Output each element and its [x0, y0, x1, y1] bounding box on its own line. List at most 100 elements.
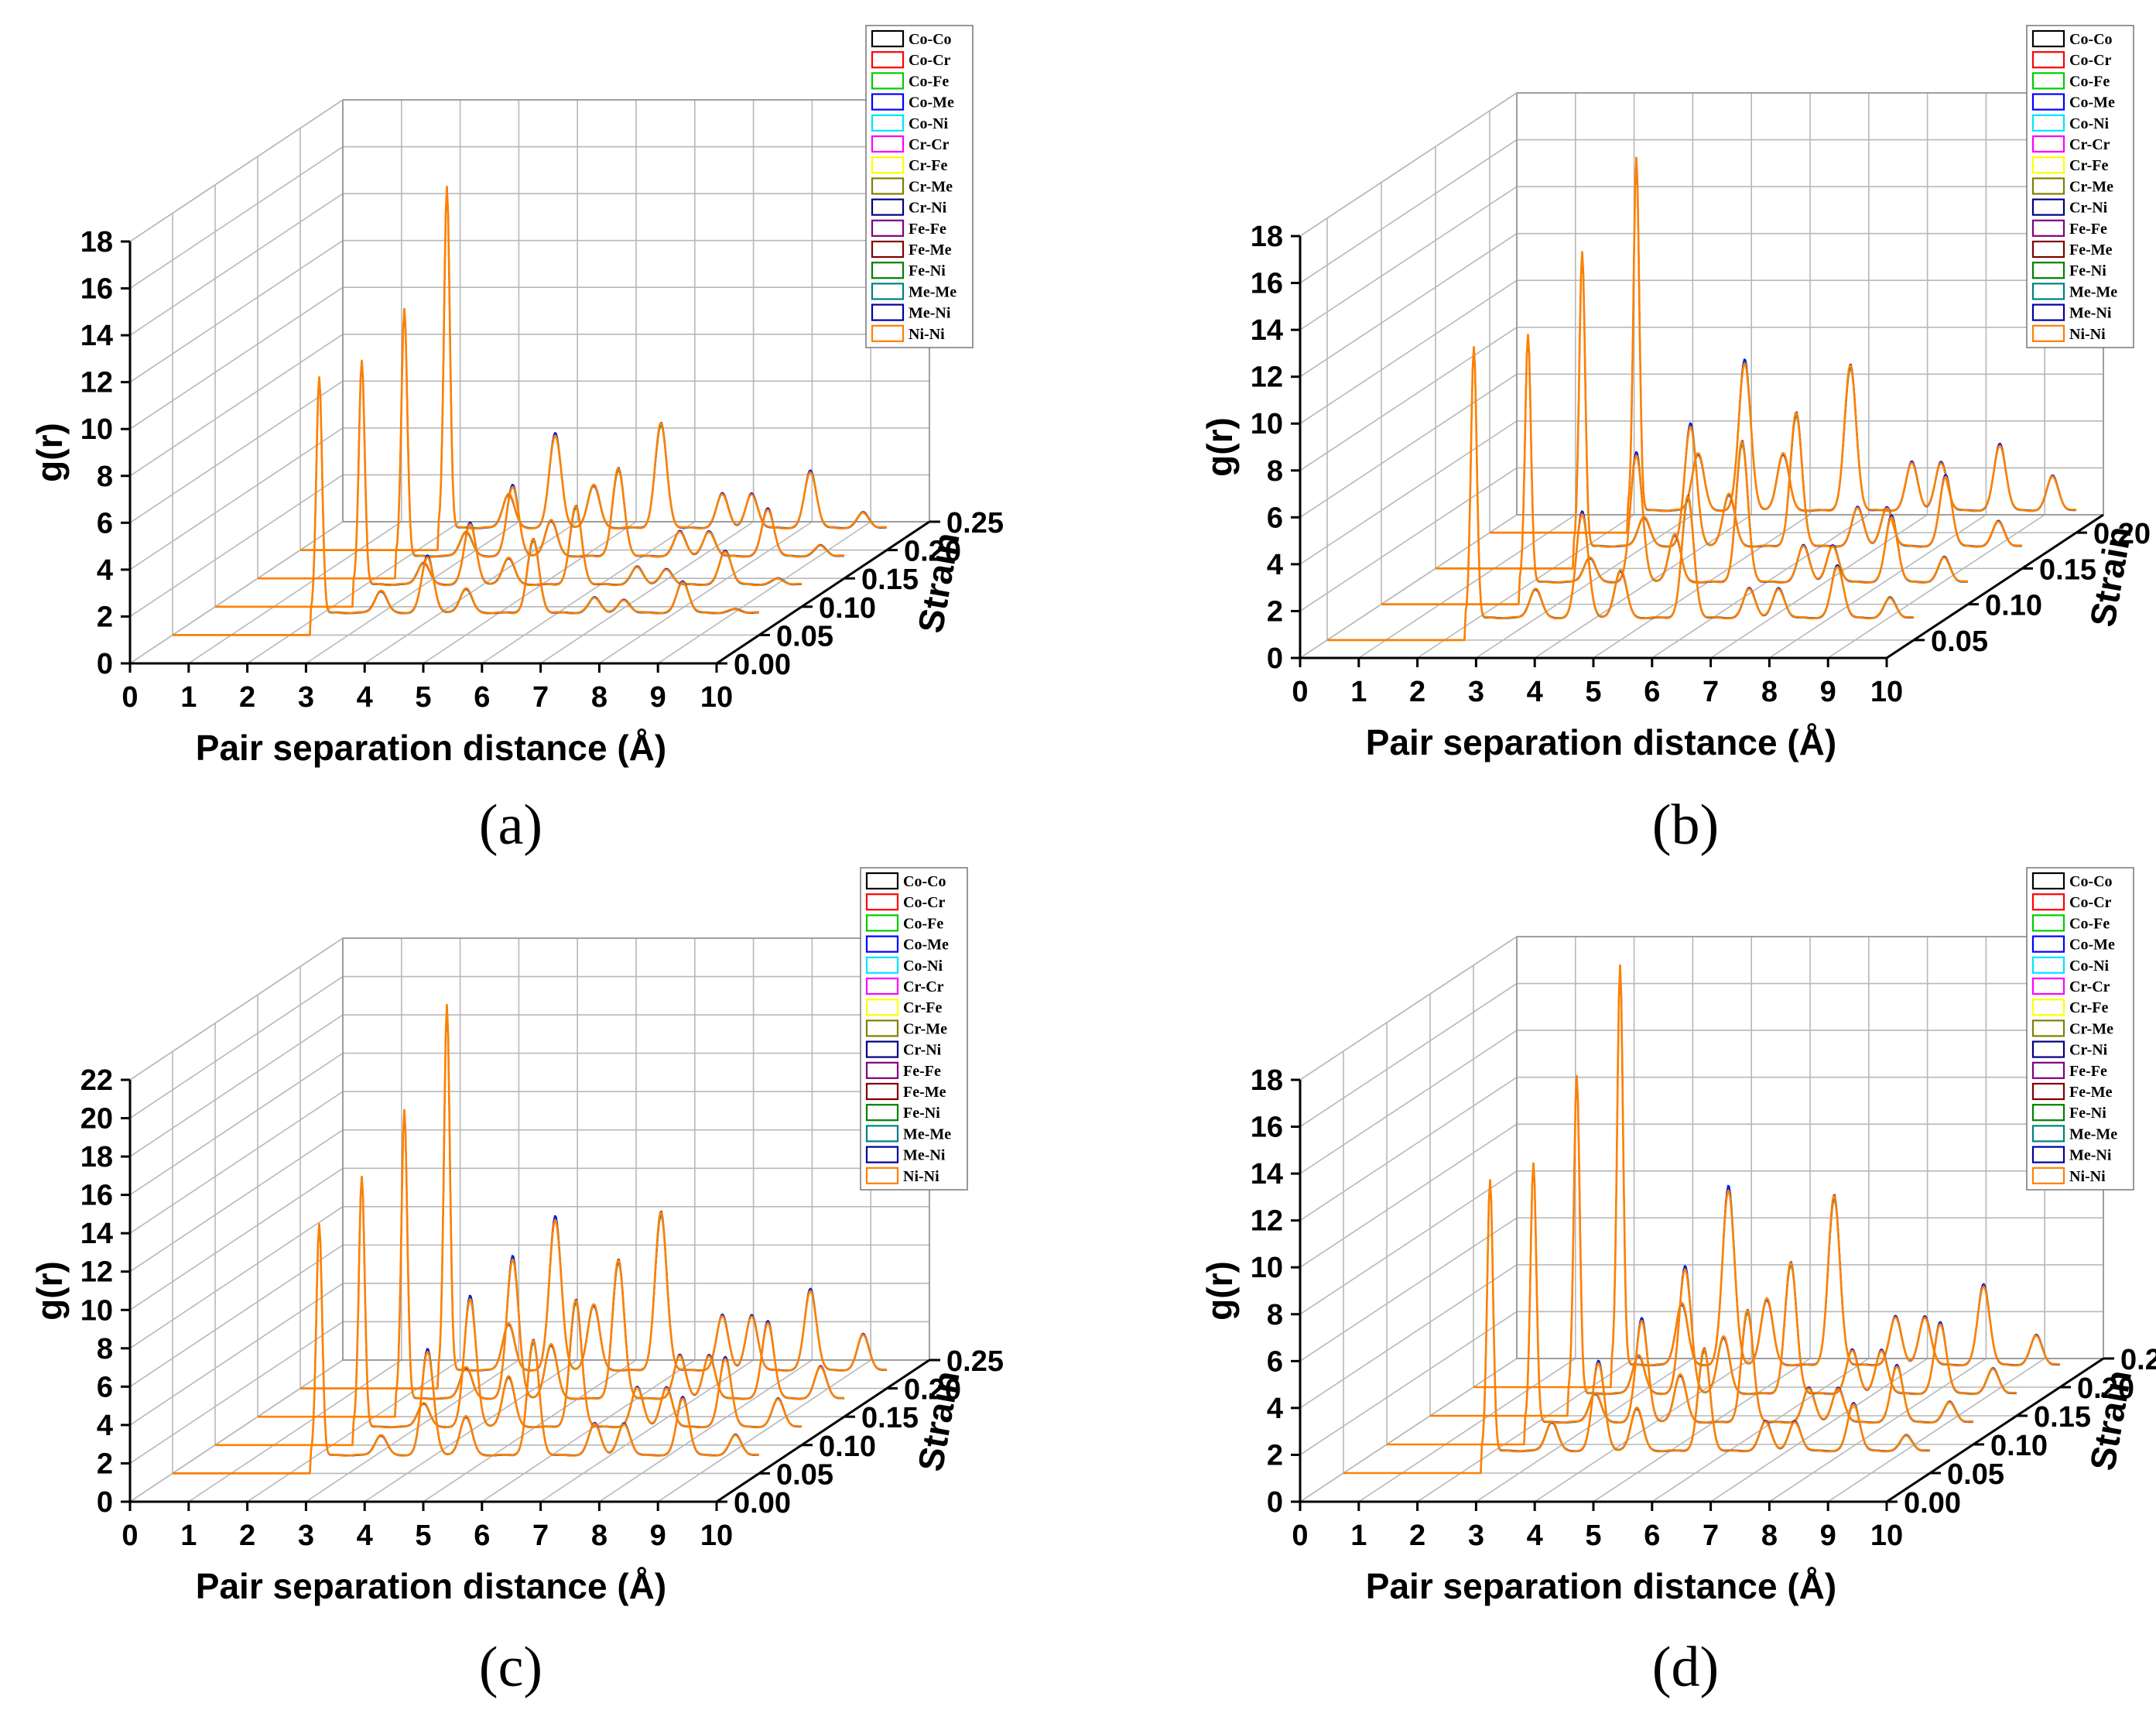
legend-label-cr-fe: Cr-Fe	[2069, 999, 2108, 1016]
side-wall-grid	[129, 240, 344, 383]
floor-grid-x	[1417, 1358, 1635, 1502]
legend-label-fe-fe: Fe-Fe	[2069, 221, 2107, 238]
legend-label-fe-me: Fe-Me	[2069, 1084, 2113, 1101]
side-wall-grid	[1299, 1311, 1518, 1456]
series-line-strain-0.20	[300, 186, 887, 551]
floor-grid-x	[1593, 514, 1811, 659]
side-wall-grid	[1299, 1076, 1518, 1221]
z-tick-label: 0.15	[2034, 1401, 2091, 1434]
z-tick-label: 0.05	[1931, 625, 1988, 658]
panel-label: (a)	[479, 793, 542, 857]
side-wall-grid	[1299, 373, 1518, 519]
series-line-strain-0.20	[300, 1004, 888, 1389]
y-tick-label: 12	[80, 1256, 113, 1289]
legend-swatch-co-co	[2031, 872, 2065, 890]
series-line-strain-0.20	[1473, 964, 2061, 1389]
y-tick-label: 20	[80, 1103, 113, 1136]
z-tick-label: 0.15	[861, 1402, 919, 1434]
legend-swatch-co-ni	[2031, 956, 2065, 974]
legend-label-fe-fe: Fe-Fe	[909, 221, 946, 238]
legend-swatch-cr-me	[865, 1019, 899, 1037]
legend-swatch-fe-ni	[871, 262, 905, 279]
curves	[173, 186, 888, 636]
x-tick-label: 6	[474, 681, 490, 714]
floor-grid-x	[1417, 514, 1635, 659]
x-tick-label: 1	[1350, 1520, 1367, 1552]
side-wall-grid	[129, 975, 344, 1119]
series-line-strain-0.05	[1327, 346, 1915, 641]
floor-grid-x	[423, 521, 637, 664]
legend: Co-Co Co-Cr Co-Fe Co-Me Co-Ni Cr-Cr Cr-Fe Cr-Me…	[860, 867, 968, 1191]
legend-label-cr-ni: Cr-Ni	[2069, 1042, 2108, 1059]
legend-label-fe-fe: Fe-Fe	[2069, 1063, 2107, 1080]
legend-label-co-me: Co-Me	[903, 937, 949, 954]
z-axis-title: Strain	[2082, 523, 2139, 629]
series-line-strain-0.10	[1387, 1162, 1974, 1446]
floor-grid-x	[1827, 1358, 2045, 1502]
z-tick-label: 0.25	[2120, 1344, 2156, 1376]
legend-label-ni-ni: Ni-Ni	[909, 326, 945, 343]
side-wall-grid	[1299, 232, 1518, 378]
legend-swatch-co-ni	[865, 956, 899, 974]
series-line-strain-0.15	[1436, 251, 2023, 570]
x-axis-title: Pair separation distance (Å)	[1366, 722, 1836, 762]
side-wall-grid	[129, 1129, 344, 1273]
floor-grid-x	[423, 1359, 637, 1502]
floor-grid-x	[1358, 1358, 1576, 1502]
z-tick-label: 0.20	[904, 536, 961, 568]
side-wall-top	[1299, 936, 1518, 1081]
y-tick-label: 2	[97, 1448, 113, 1480]
z-tick-label: 0.25	[946, 507, 1004, 540]
x-tick-label: 6	[474, 1520, 490, 1552]
legend-label-co-ni: Co-Ni	[2069, 958, 2110, 975]
series-line-strain-0.20	[300, 186, 888, 551]
x-tick-label: 3	[1468, 1520, 1484, 1552]
series-line-strain-0.05	[1343, 1179, 1931, 1474]
legend-swatch-fe-fe	[865, 1061, 899, 1079]
legend-label-co-me: Co-Me	[2069, 937, 2115, 954]
x-tick-label: 7	[532, 681, 549, 714]
legend-swatch-co-me	[2031, 935, 2065, 953]
legend-label-co-cr: Co-Cr	[2069, 52, 2112, 69]
x-tick-label: 4	[357, 681, 373, 714]
y-tick-label: 16	[80, 1180, 113, 1212]
legend-label-co-ni: Co-Ni	[903, 958, 943, 975]
side-wall-grid	[1299, 279, 1518, 424]
x-axis-title: Pair separation distance (Å)	[1366, 1566, 1836, 1606]
legend-swatch-cr-cr	[871, 135, 905, 153]
series-line-strain-0.10	[215, 1176, 803, 1446]
y-tick-label: 6	[97, 1371, 113, 1403]
legend-label-co-fe: Co-Fe	[909, 73, 949, 90]
series-line-strain-0.05	[1343, 1179, 1930, 1474]
legend-swatch-me-ni	[2031, 303, 2065, 321]
y-tick-label: 14	[1251, 314, 1283, 347]
panel-label: (d)	[1652, 1636, 1719, 1699]
x-tick-label: 2	[1409, 1520, 1425, 1552]
x-tick-label: 7	[1703, 1520, 1719, 1552]
series-line-strain-0.20	[1473, 965, 2061, 1388]
legend-swatch-cr-ni	[871, 198, 905, 216]
series-line-strain-0.20	[300, 186, 887, 551]
legend: Co-Co Co-Cr Co-Fe Co-Me Co-Ni Cr-Cr Cr-Fe Cr-Me…	[2026, 25, 2134, 348]
x-tick-label: 9	[650, 681, 666, 714]
legend-swatch-co-cr	[2031, 51, 2065, 69]
legend-swatch-fe-ni	[2031, 262, 2065, 279]
y-tick-label: 18	[80, 226, 113, 259]
legend-swatch-co-cr	[871, 51, 905, 69]
side-wall-grid	[1299, 327, 1518, 471]
series-line-strain-0.20	[300, 1004, 888, 1389]
y-tick-label: 8	[97, 1333, 113, 1365]
z-tick-label: 0.05	[776, 1458, 833, 1491]
side-wall-grid	[129, 1052, 344, 1196]
x-tick-label: 8	[591, 1520, 607, 1552]
legend-swatch-cr-fe	[2031, 999, 2065, 1016]
legend-swatch-cr-ni	[2031, 198, 2065, 216]
series-line-strain-0.10	[215, 359, 802, 608]
y-axis-title: g(r)	[1199, 1261, 1240, 1321]
series-line-strain-0.05	[1327, 346, 1914, 642]
series-line-strain-0.05	[173, 1223, 759, 1475]
series-line-strain-0.20	[1473, 965, 2061, 1388]
x-tick-label: 1	[1350, 676, 1367, 708]
